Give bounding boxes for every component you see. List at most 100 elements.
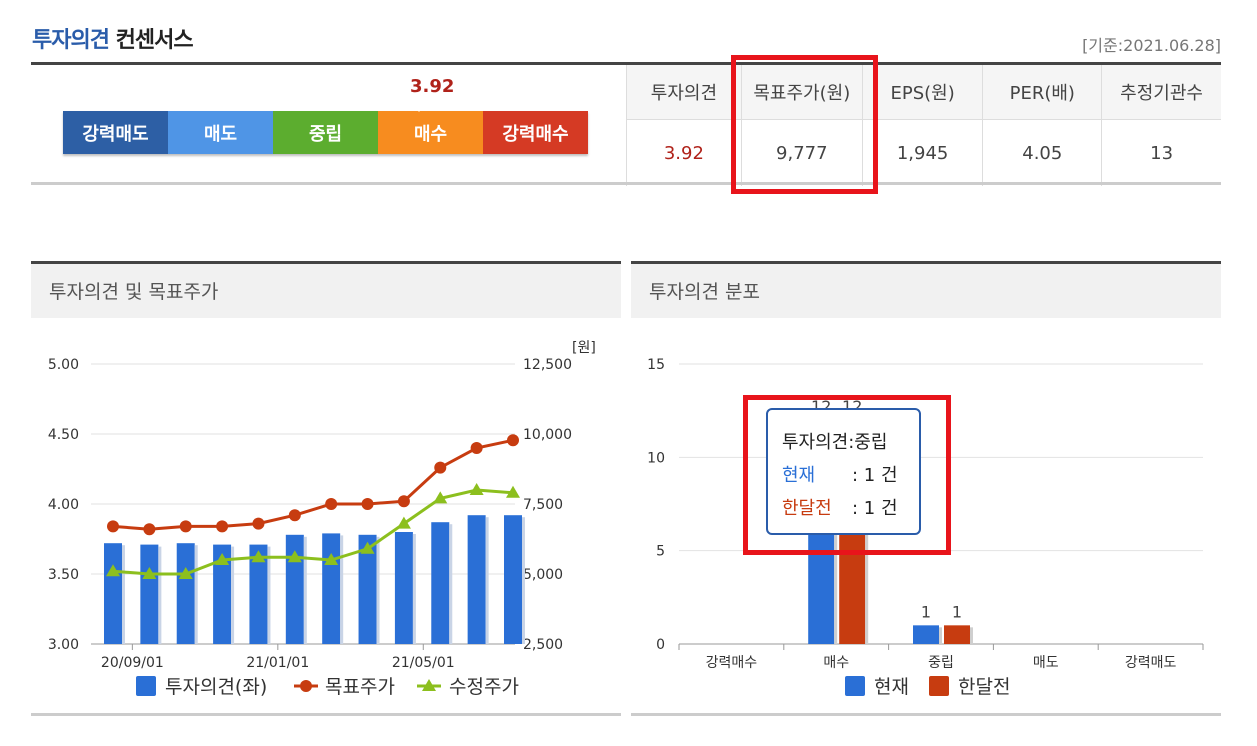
divider	[31, 62, 1221, 65]
x-tick-label: 21/05/01	[392, 655, 455, 671]
x-category-label: 매수	[823, 655, 849, 671]
legend-swatch-month-ago	[929, 676, 949, 696]
divider	[31, 713, 621, 716]
adjusted-price-point	[433, 491, 448, 504]
tooltip-title: 투자의견:중립	[782, 432, 888, 453]
adjusted-price-point	[396, 516, 411, 529]
opinion-bar	[213, 544, 232, 644]
opinion-bar	[467, 515, 486, 644]
scale-segment-strong-buy: 강력매수	[483, 111, 588, 154]
target-price-point	[143, 523, 156, 536]
y-right-tick-label: 2,500	[523, 637, 563, 653]
opinion-bar	[140, 544, 159, 644]
bar-shadow	[412, 534, 416, 644]
adjusted-price-point	[287, 550, 302, 563]
basis-date: [기준:2021.06.28]	[1082, 36, 1221, 55]
y-tick-label: 15	[647, 357, 665, 373]
x-category-label: 중립	[928, 655, 954, 671]
opinion-marker-triangle-icon	[412, 103, 426, 112]
legend-label: 투자의견(좌)	[165, 676, 267, 698]
opinion-bar	[431, 522, 450, 644]
value-per: 4.05	[982, 119, 1102, 186]
legend-label: 한달전	[958, 676, 1010, 698]
title-rest: 컨센서스	[115, 28, 194, 53]
target-price-point	[325, 498, 338, 510]
title-highlight: 투자의견	[32, 28, 110, 53]
bar-shadow	[376, 536, 380, 644]
divider	[31, 261, 621, 264]
section-title: 투자의견 컨센서스	[32, 22, 194, 54]
target-price-line	[112, 438, 514, 531]
highlight-box	[731, 55, 878, 194]
bar-shadow	[122, 545, 125, 644]
target-price-point	[434, 461, 447, 474]
chart-tooltip: 투자의견:중립 현재: 1 건 한달전: 1 건	[766, 408, 921, 535]
divider	[631, 713, 1221, 716]
opinion-bar	[104, 543, 122, 644]
adjusted-price-point	[469, 483, 484, 495]
adjusted-price-point	[251, 550, 266, 563]
divider	[631, 261, 1221, 264]
target-price-point	[397, 495, 410, 508]
adjusted-price-point	[360, 541, 375, 554]
value-target-price: 9,777	[740, 119, 863, 186]
target-price-point	[216, 520, 229, 533]
x-tick-label: 21/01/01	[246, 655, 309, 671]
bar-data-label: 1	[921, 602, 931, 621]
adjusted-price-point	[142, 567, 157, 579]
adjusted-price-line	[112, 488, 514, 576]
target-price-point	[361, 498, 374, 510]
adjusted-price-point	[106, 564, 120, 577]
opinion-bar	[358, 534, 377, 644]
tooltip-row1-label: 현재	[782, 465, 816, 486]
bar-shadow	[939, 627, 942, 644]
opinion-marker-value: 3.92	[410, 76, 455, 97]
tooltip-row2-value: : 1 건	[852, 498, 898, 519]
header-per: PER(배)	[982, 65, 1102, 120]
y-left-tick-label: 3.50	[48, 567, 79, 583]
bar-shadow	[970, 627, 973, 644]
value-eps: 1,945	[861, 119, 983, 186]
legend-label: 현재	[874, 676, 909, 698]
opinion-bar	[249, 544, 268, 644]
scale-segment-neutral: 중립	[273, 111, 378, 154]
y-right-tick-label: 7,500	[523, 497, 563, 513]
x-category-label: 강력매수	[706, 655, 758, 671]
legend-marker-adjusted	[422, 679, 436, 691]
bar-shadow	[267, 546, 271, 644]
adjusted-price-point	[178, 567, 193, 579]
bar-shadow	[158, 546, 162, 644]
y-right-tick-label: 10,000	[523, 427, 572, 443]
bar-shadow	[522, 517, 525, 644]
opinion-scale-bar: 강력매도 매도 중립 매수 강력매수	[63, 111, 588, 154]
y-left-tick-label: 4.00	[48, 497, 79, 513]
opinion-bar	[176, 543, 195, 644]
x-category-label: 강력매도	[1125, 655, 1177, 671]
opinion-bar	[322, 533, 341, 644]
scale-segment-strong-sell: 강력매도	[63, 111, 168, 154]
opinion-target-chart: 3.00 3.50 4.00 4.50 5.00 2,500 5,000 7,500 10,00…	[48, 340, 596, 698]
target-price-point	[252, 517, 265, 530]
panel-title: 투자의견 분포	[631, 264, 1221, 318]
bar-data-label: 1	[952, 602, 962, 621]
bar-shadow	[303, 536, 307, 644]
legend-marker-target	[300, 680, 312, 692]
y-left-tick-label: 4.50	[48, 427, 79, 443]
adjusted-price-point	[215, 553, 230, 565]
legend-swatch-opinion	[136, 676, 156, 696]
bar-shadow	[231, 546, 235, 644]
bar-shadow	[194, 545, 198, 644]
header-target-price: 목표주가(원)	[740, 65, 863, 120]
distribution-bar	[944, 625, 970, 644]
legend-label: 목표주가	[325, 676, 395, 698]
divider	[31, 182, 1221, 185]
value-institutions: 13	[1101, 119, 1221, 186]
header-eps: EPS(원)	[861, 65, 983, 120]
scale-segment-buy: 매수	[378, 111, 483, 154]
highlight-box	[743, 395, 951, 555]
target-price-point	[179, 520, 192, 533]
legend-swatch-current	[845, 676, 865, 696]
x-category-label: 매도	[1033, 655, 1059, 671]
y-left-tick-label: 5.00	[48, 357, 79, 373]
y-left-tick-label: 3.00	[48, 637, 79, 653]
